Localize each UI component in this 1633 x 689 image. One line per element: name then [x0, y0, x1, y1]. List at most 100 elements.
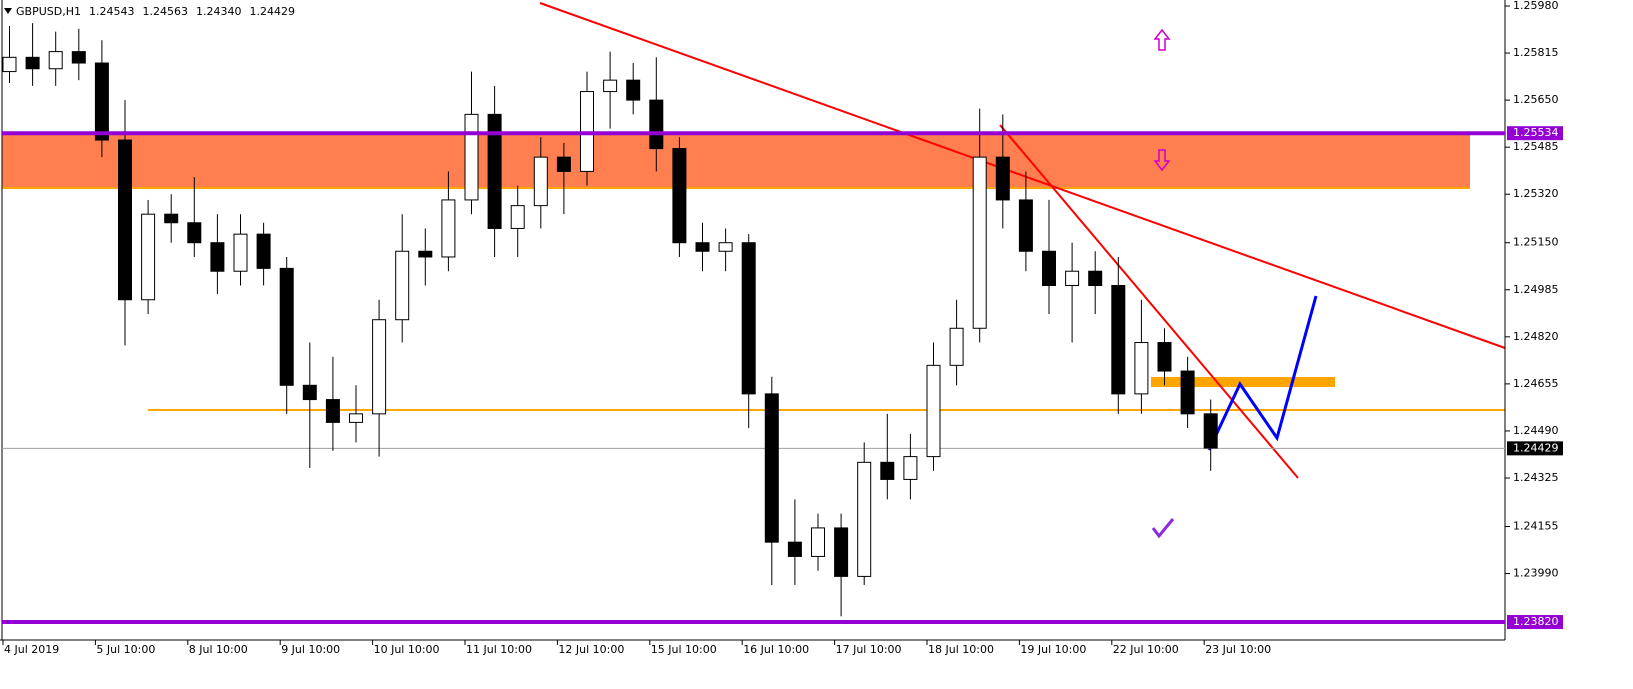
level-label: 1.23820 [1513, 615, 1559, 628]
candle-body [1134, 342, 1149, 395]
candle-body [71, 51, 86, 64]
y-tick-label: 1.25815 [1513, 46, 1559, 59]
candle-body [487, 113, 502, 229]
x-tick-label: 12 Jul 10:00 [558, 643, 624, 656]
candle-body [48, 51, 63, 70]
current-price-box [1507, 441, 1563, 456]
trend-line [539, 2, 1506, 349]
candle-body [279, 267, 294, 386]
candle-body [556, 156, 571, 172]
chart-header: GBPUSD,H1 1.24543 1.24563 1.24340 1.24429 [16, 5, 295, 18]
x-tick-label: 11 Jul 10:00 [466, 643, 532, 656]
y-tick-label: 1.25485 [1513, 140, 1559, 153]
candle-body [603, 79, 618, 93]
x-tick-label: 5 Jul 10:00 [96, 643, 155, 656]
candle-body [1203, 413, 1218, 449]
level-label-box [1507, 126, 1563, 141]
candle-body [372, 319, 387, 415]
level-label-box [1507, 615, 1563, 630]
level-label: 1.25534 [1513, 126, 1559, 139]
candle-body [1157, 342, 1172, 372]
y-tick-label: 1.25320 [1513, 187, 1559, 200]
header-value: 1.24429 [249, 5, 295, 18]
x-tick-label: 15 Jul 10:00 [651, 643, 717, 656]
y-tick-label: 1.23990 [1513, 567, 1559, 580]
candle-body [418, 250, 433, 258]
candle-body [787, 541, 802, 557]
x-tick-label: 10 Jul 10:00 [374, 643, 440, 656]
x-tick-label: 22 Jul 10:00 [1113, 643, 1179, 656]
candle-body [972, 156, 987, 329]
resistance-zone [2, 134, 1470, 188]
y-tick-label: 1.25980 [1513, 0, 1559, 12]
candle-body [649, 99, 664, 150]
candle-body [903, 456, 918, 480]
trend-line [999, 124, 1299, 479]
candle-body [1088, 270, 1103, 286]
candle-body [1042, 250, 1056, 286]
candle-body [533, 156, 548, 207]
candle-body [995, 156, 1010, 201]
down-arrow [1153, 149, 1171, 172]
candle-body [118, 139, 132, 301]
candle-body [441, 199, 456, 258]
forecast-path [1207, 295, 1318, 451]
x-tick-label: 8 Jul 10:00 [189, 643, 248, 656]
current-price-label: 1.24429 [1513, 441, 1559, 454]
x-tick-label: 19 Jul 10:00 [1020, 643, 1086, 656]
y-tick-label: 1.24155 [1513, 519, 1559, 532]
x-tick-label: 17 Jul 10:00 [836, 643, 902, 656]
x-tick-label: 23 Jul 10:00 [1205, 643, 1271, 656]
candle-body [510, 205, 525, 229]
candle-body [672, 148, 687, 244]
up-arrow [1153, 28, 1171, 51]
candle-body [764, 393, 779, 543]
y-tick-label: 1.25150 [1513, 236, 1559, 249]
y-tick-label: 1.24985 [1513, 283, 1559, 296]
candle-body [1111, 284, 1126, 395]
candle-body [718, 242, 733, 252]
check-mark [1151, 518, 1175, 539]
candle-body [811, 527, 825, 557]
candle-body [302, 384, 317, 401]
candle-body [695, 242, 710, 252]
candle-body [395, 250, 410, 321]
candle-body [141, 213, 156, 301]
y-tick-label: 1.24820 [1513, 330, 1559, 343]
candle-body [1018, 199, 1033, 252]
candle-body [94, 62, 109, 141]
x-tick-label: 16 Jul 10:00 [743, 643, 809, 656]
header-value: 1.24563 [142, 5, 188, 18]
candle-body [857, 461, 872, 577]
candle-body [949, 327, 964, 366]
candle-body [741, 242, 756, 395]
x-tick-label: 9 Jul 10:00 [281, 643, 340, 656]
header-value: 1.24543 [89, 5, 135, 18]
candle-body [926, 364, 941, 458]
y-tick-label: 1.24655 [1513, 377, 1559, 390]
candle-body [1065, 270, 1080, 286]
candle-body [210, 242, 225, 272]
menu-triangle[interactable] [4, 8, 12, 14]
candle-body [349, 413, 363, 423]
candle-body [2, 56, 17, 73]
x-tick-label: 4 Jul 2019 [4, 643, 59, 656]
candle-body [25, 56, 40, 70]
y-tick-label: 1.24325 [1513, 471, 1559, 484]
candle-body [187, 222, 202, 244]
candle-body [626, 79, 641, 101]
candle-body [464, 113, 479, 201]
x-tick-label: 18 Jul 10:00 [928, 643, 994, 656]
header-value: GBPUSD,H1 [16, 5, 81, 18]
y-tick-label: 1.25650 [1513, 93, 1559, 106]
candle-body [256, 233, 271, 269]
candle-body [325, 399, 340, 423]
candle-body [834, 527, 849, 577]
header-value: 1.24340 [196, 5, 242, 18]
candle-body [233, 233, 248, 272]
y-tick-label: 1.24490 [1513, 424, 1559, 437]
candle-body [880, 461, 895, 480]
candle-body [1180, 370, 1195, 415]
